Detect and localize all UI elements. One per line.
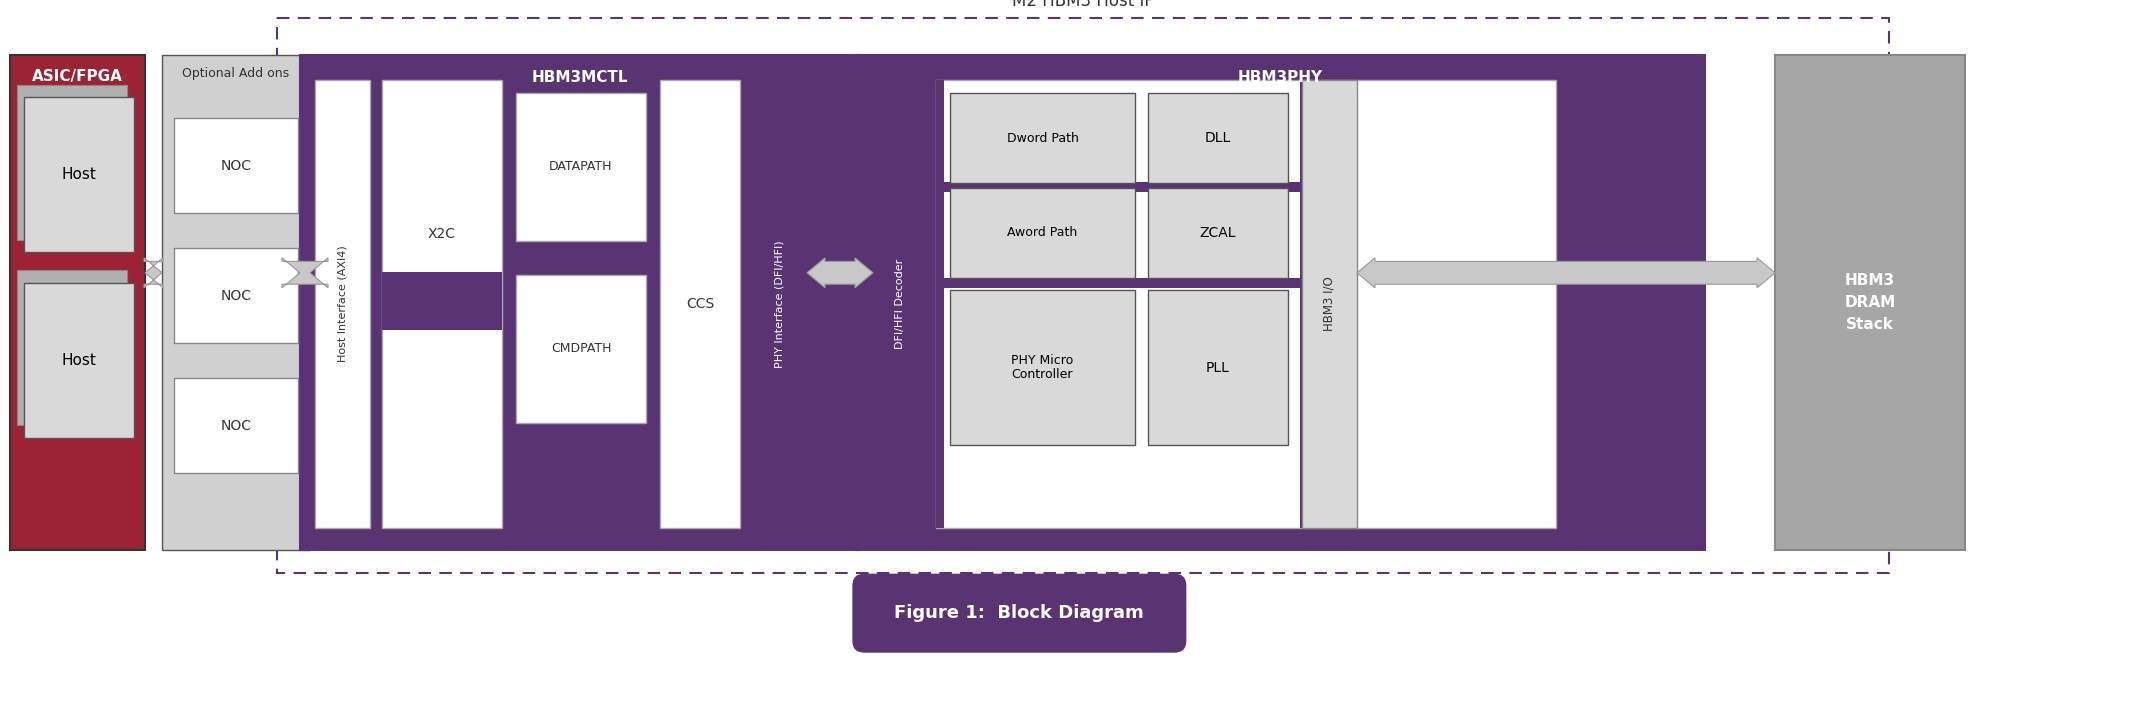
Polygon shape: [807, 258, 873, 288]
Bar: [17, 270, 127, 425]
Text: PHY Micro
Controller: PHY Micro Controller: [1011, 354, 1073, 381]
Bar: [1148, 188, 1288, 278]
Bar: [24, 97, 133, 252]
Bar: [1300, 80, 1309, 528]
Text: Host Interface (AXI4): Host Interface (AXI4): [337, 245, 348, 362]
Bar: [1148, 290, 1288, 445]
Bar: [300, 55, 861, 550]
Text: NOC: NOC: [221, 158, 251, 173]
Bar: [1148, 93, 1288, 183]
Text: M2 HBM3 Host IP: M2 HBM3 Host IP: [1011, 0, 1155, 10]
Bar: [661, 80, 740, 528]
Text: CCS: CCS: [687, 297, 715, 311]
Text: Host: Host: [62, 353, 97, 368]
Text: Optional Add ons: Optional Add ons: [182, 66, 290, 80]
Polygon shape: [144, 258, 163, 288]
Bar: [936, 80, 944, 528]
Text: Figure 1:  Block Diagram: Figure 1: Block Diagram: [895, 604, 1144, 622]
Bar: [277, 18, 1888, 573]
Text: ASIC/FPGA: ASIC/FPGA: [32, 69, 122, 85]
Text: HBM3MCTL: HBM3MCTL: [532, 69, 629, 85]
Bar: [873, 80, 927, 528]
Bar: [936, 182, 1307, 192]
Text: Host: Host: [62, 167, 97, 182]
Bar: [382, 272, 502, 330]
Bar: [24, 283, 133, 438]
Text: ZCAL: ZCAL: [1200, 226, 1236, 240]
Text: NOC: NOC: [221, 419, 251, 433]
Text: HBM3
DRAM
Stack: HBM3 DRAM Stack: [1843, 273, 1895, 332]
Polygon shape: [281, 258, 328, 288]
Bar: [161, 55, 309, 550]
Bar: [936, 80, 1556, 528]
Bar: [382, 80, 502, 528]
Text: NOC: NOC: [221, 289, 251, 302]
Text: X2C: X2C: [427, 227, 455, 241]
Bar: [11, 55, 146, 550]
Bar: [854, 55, 1706, 550]
Bar: [315, 80, 369, 528]
Bar: [17, 85, 127, 240]
Text: DATAPATH: DATAPATH: [549, 160, 614, 173]
Bar: [751, 80, 807, 528]
Text: DLL: DLL: [1204, 131, 1232, 145]
Text: HBM3PHY: HBM3PHY: [1238, 69, 1322, 85]
Bar: [1775, 55, 1966, 550]
Bar: [174, 248, 298, 343]
Bar: [951, 188, 1135, 278]
FancyBboxPatch shape: [852, 574, 1187, 652]
Bar: [936, 278, 1307, 288]
Bar: [174, 378, 298, 473]
Text: HBM3 I/O: HBM3 I/O: [1322, 277, 1337, 332]
Bar: [951, 93, 1135, 183]
Text: Aword Path: Aword Path: [1006, 227, 1077, 240]
Text: Dword Path: Dword Path: [1006, 131, 1079, 145]
Bar: [515, 275, 646, 423]
Bar: [951, 290, 1135, 445]
Text: DFI/HFI Decoder: DFI/HFI Decoder: [895, 259, 903, 349]
Text: PLL: PLL: [1206, 361, 1230, 374]
Bar: [1303, 80, 1356, 528]
Text: PHY Interface (DFI/HFI): PHY Interface (DFI/HFI): [775, 240, 785, 368]
Bar: [515, 93, 646, 241]
Text: CMDPATH: CMDPATH: [552, 342, 612, 356]
Polygon shape: [1356, 258, 1775, 288]
Bar: [174, 118, 298, 213]
